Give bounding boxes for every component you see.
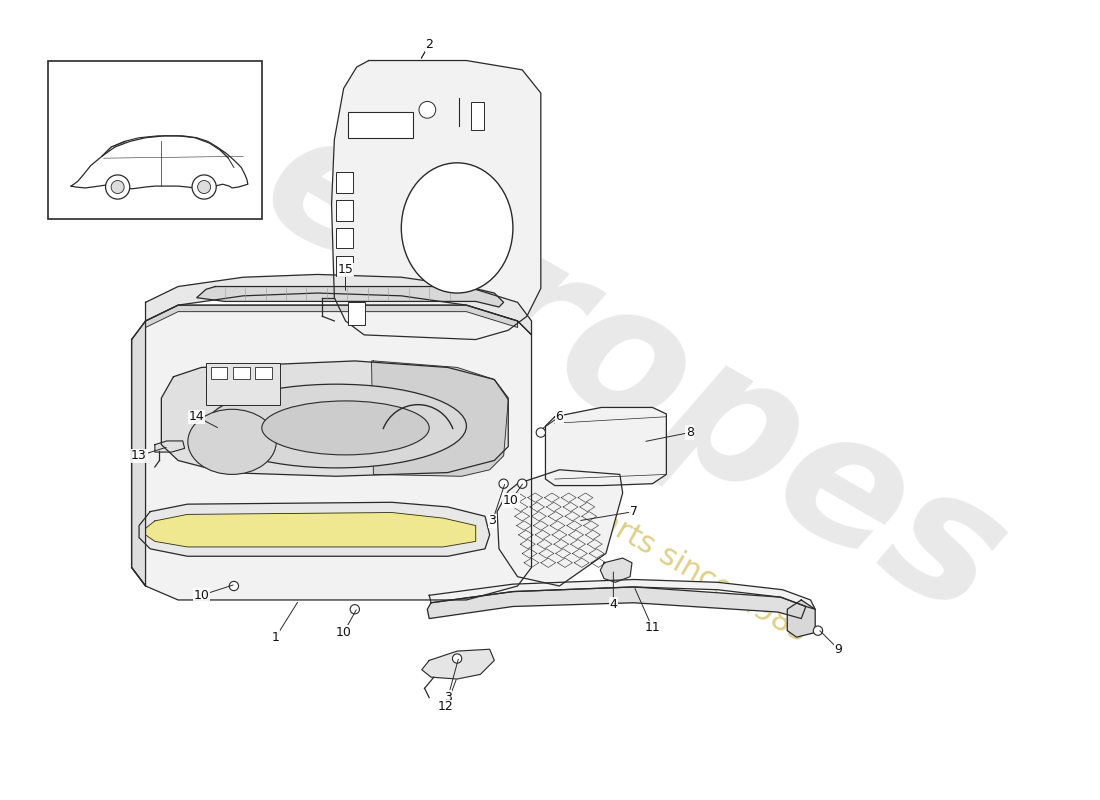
Polygon shape	[331, 61, 541, 339]
Circle shape	[229, 582, 239, 590]
Bar	[337, 228, 353, 249]
Bar	[211, 367, 228, 378]
Text: 13: 13	[131, 450, 147, 462]
Bar	[48, 61, 262, 218]
Polygon shape	[155, 441, 185, 452]
Polygon shape	[197, 422, 243, 438]
Text: 4: 4	[609, 598, 617, 611]
Polygon shape	[72, 136, 248, 189]
Bar	[337, 172, 353, 193]
Text: 7: 7	[630, 505, 638, 518]
Circle shape	[350, 605, 360, 614]
Text: 8: 8	[685, 426, 694, 439]
Polygon shape	[421, 650, 494, 679]
Polygon shape	[132, 305, 531, 600]
Text: europes: europes	[233, 90, 1034, 654]
Text: 1: 1	[272, 630, 279, 644]
Text: 6: 6	[556, 410, 563, 423]
Polygon shape	[162, 361, 508, 476]
Circle shape	[499, 479, 508, 488]
Ellipse shape	[262, 401, 429, 455]
Polygon shape	[132, 321, 145, 586]
Polygon shape	[145, 274, 531, 335]
Bar	[349, 112, 414, 138]
Polygon shape	[788, 600, 815, 637]
Bar	[471, 102, 484, 130]
Ellipse shape	[188, 410, 276, 474]
Ellipse shape	[402, 163, 513, 293]
Polygon shape	[601, 558, 632, 582]
Text: a passion for parts since 1985: a passion for parts since 1985	[399, 393, 813, 649]
Text: 10: 10	[336, 626, 352, 639]
Ellipse shape	[206, 384, 466, 468]
Bar	[255, 367, 272, 378]
Polygon shape	[197, 286, 504, 307]
Bar	[337, 256, 353, 276]
Circle shape	[536, 428, 546, 438]
Polygon shape	[428, 587, 806, 618]
Circle shape	[106, 175, 130, 199]
Circle shape	[452, 654, 462, 663]
Text: 9: 9	[835, 642, 843, 656]
Polygon shape	[139, 502, 490, 556]
Text: 10: 10	[503, 494, 519, 507]
Circle shape	[813, 626, 823, 635]
Circle shape	[419, 102, 436, 118]
Circle shape	[192, 175, 217, 199]
Polygon shape	[429, 579, 815, 610]
Text: 10: 10	[194, 589, 209, 602]
Text: 3: 3	[488, 514, 496, 527]
Circle shape	[111, 181, 124, 194]
Circle shape	[198, 181, 211, 194]
Text: 12: 12	[438, 701, 454, 714]
Text: 14: 14	[189, 410, 205, 423]
Bar	[206, 362, 280, 405]
Circle shape	[518, 479, 527, 488]
Bar	[349, 302, 365, 325]
Bar	[337, 200, 353, 221]
Bar	[233, 367, 250, 378]
Polygon shape	[145, 513, 475, 547]
Polygon shape	[546, 407, 667, 486]
Text: 11: 11	[645, 622, 660, 634]
Text: 3: 3	[444, 691, 452, 704]
Polygon shape	[497, 470, 623, 586]
Text: 2: 2	[426, 38, 433, 51]
Text: 2: 2	[426, 38, 433, 51]
Polygon shape	[372, 361, 508, 476]
Text: 15: 15	[338, 263, 353, 276]
Polygon shape	[145, 305, 518, 327]
